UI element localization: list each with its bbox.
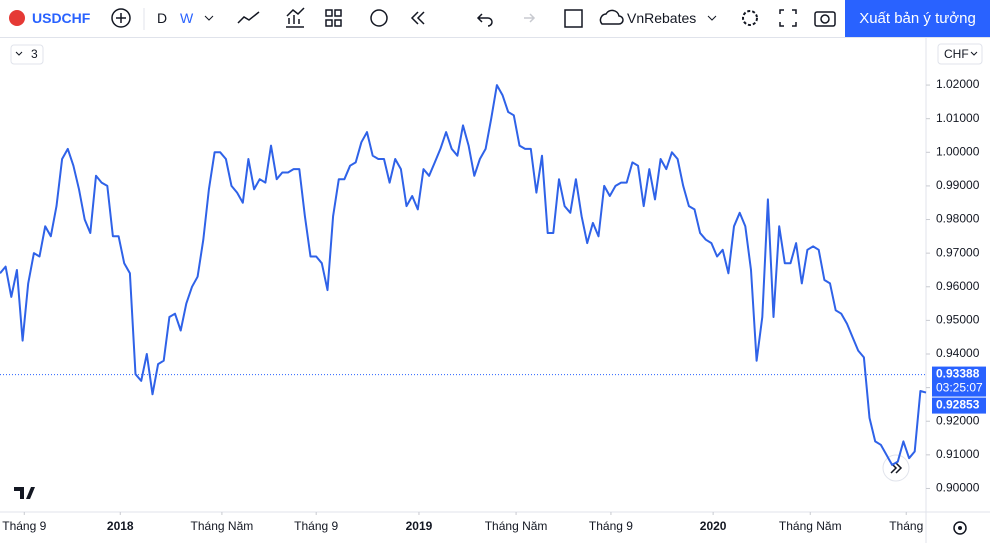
countdown: 03:25:07 [936, 381, 983, 395]
add-icon[interactable] [111, 8, 131, 28]
x-tick-label: Tháng 9 [589, 519, 633, 533]
symbol-flag [9, 10, 25, 26]
price-tag-label: 0.93388 [936, 367, 980, 381]
legend-toggle[interactable] [10, 44, 44, 65]
cloud-icon[interactable] [599, 9, 624, 25]
x-tick-label: Tháng Năm [485, 519, 548, 533]
x-tick-label: 2020 [700, 519, 727, 533]
last-value-label: 0.92853 [936, 398, 980, 412]
currency-label: CHF [944, 47, 969, 61]
account-name[interactable]: VnRebates [627, 10, 697, 26]
y-tick-label: 0.97000 [936, 245, 980, 259]
x-tick-label: Tháng 9 [294, 519, 338, 533]
indicators-icon[interactable] [286, 7, 305, 28]
tv-logo [10, 479, 40, 507]
y-tick-label: 1.00000 [936, 144, 980, 158]
y-tick-label: 0.94000 [936, 346, 980, 360]
x-tick-label: 2019 [406, 519, 433, 533]
chevron-icon [15, 51, 23, 56]
x-tick-label: 2018 [107, 519, 134, 533]
x-tick-label: Tháng 9 [2, 519, 46, 533]
x-tick-label: Tháng [889, 519, 923, 533]
settings-icon[interactable] [742, 10, 758, 26]
replay-icon[interactable] [410, 11, 425, 25]
interval-d[interactable]: D [157, 10, 168, 26]
interval-w[interactable]: W [180, 10, 194, 26]
settings-icon[interactable] [953, 521, 967, 535]
y-tick-label: 0.95000 [936, 313, 980, 327]
y-tick-label: 0.96000 [936, 279, 980, 293]
plus [116, 13, 126, 23]
y-tick-label: 0.90000 [936, 481, 980, 495]
alert-icon[interactable] [370, 9, 388, 27]
last-value-tag [932, 397, 986, 414]
y-tick-label: 0.99000 [936, 178, 980, 192]
chevron-icon [970, 51, 978, 56]
x-tick-label: Tháng Năm [191, 519, 254, 533]
undo-icon[interactable] [476, 13, 493, 27]
y-tick-label: 1.01000 [936, 111, 980, 125]
chevron-icon[interactable] [707, 15, 717, 21]
y-tick-label: 0.98000 [936, 212, 980, 226]
legend-count: 3 [31, 47, 38, 61]
toolbar: USDCHF D W VnRebates Xuất bản ý tưởng [0, 0, 990, 38]
y-tick-label: 1.02000 [936, 77, 980, 91]
y-tick-label: 0.91000 [936, 447, 980, 461]
publish-button[interactable]: Xuất bản ý tưởng [845, 0, 990, 37]
redo-icon [524, 13, 536, 23]
symbol[interactable]: USDCHF [32, 10, 91, 26]
chart-type-icon[interactable] [237, 11, 260, 24]
fullscreen-toggle[interactable] [564, 9, 583, 28]
price-line-series [0, 84, 927, 466]
x-tick-label: Tháng Năm [779, 519, 842, 533]
y-tick-label: 0.92000 [936, 413, 980, 427]
expand-icon[interactable] [779, 9, 797, 27]
chevron-icon[interactable] [204, 15, 214, 21]
currency-button[interactable] [937, 43, 983, 65]
snapshot-icon[interactable] [814, 11, 836, 27]
price-tag [932, 366, 986, 397]
layout-icon[interactable] [325, 9, 342, 27]
toolbar-icons [9, 7, 836, 30]
